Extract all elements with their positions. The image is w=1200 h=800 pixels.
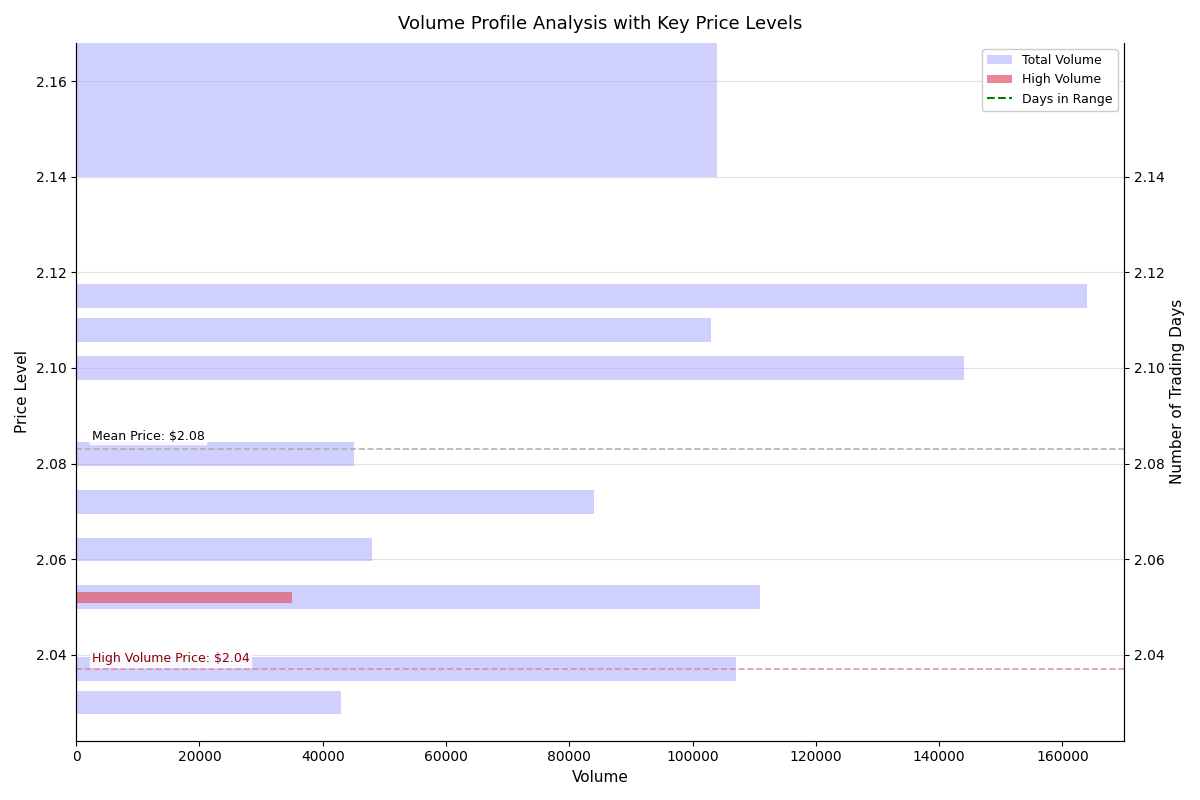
Bar xyxy=(76,586,761,610)
X-axis label: Volume: Volume xyxy=(571,770,629,785)
Y-axis label: Price Level: Price Level xyxy=(14,350,30,434)
Y-axis label: Number of Trading Days: Number of Trading Days xyxy=(1170,299,1186,485)
Bar xyxy=(76,690,341,714)
Bar xyxy=(76,490,594,514)
Bar xyxy=(76,657,736,681)
Text: Mean Price: $2.08: Mean Price: $2.08 xyxy=(91,430,204,442)
Bar xyxy=(76,0,718,177)
Bar xyxy=(76,592,292,602)
Bar xyxy=(76,442,354,466)
Bar xyxy=(76,284,1087,308)
Legend: Total Volume, High Volume, Days in Range: Total Volume, High Volume, Days in Range xyxy=(983,49,1117,110)
Bar xyxy=(76,356,964,380)
Title: Volume Profile Analysis with Key Price Levels: Volume Profile Analysis with Key Price L… xyxy=(398,15,803,33)
Bar xyxy=(76,318,712,342)
Bar xyxy=(76,538,372,562)
Text: High Volume Price: $2.04: High Volume Price: $2.04 xyxy=(91,652,250,665)
